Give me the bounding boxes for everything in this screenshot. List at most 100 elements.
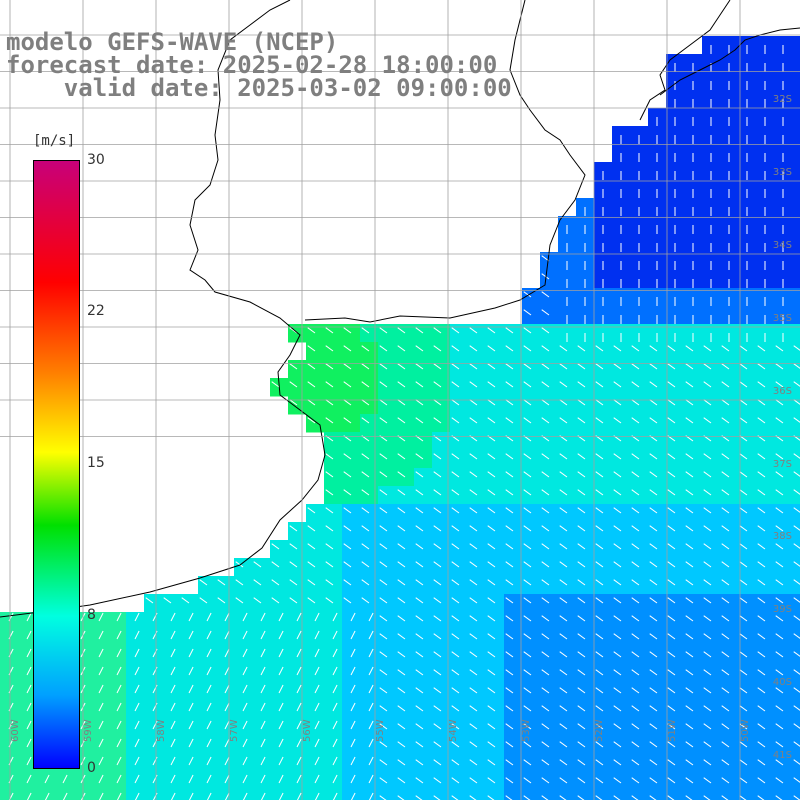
wind-arrow [469,507,478,514]
wind-cell [630,504,649,523]
wind-arrow [523,651,532,658]
wind-cell [18,774,37,793]
wind-cell [756,576,775,595]
wind-arrow [667,579,676,586]
wind-arrow [451,777,460,784]
wind-cell [792,108,800,127]
wind-arrow [739,561,748,568]
wind-arrow [451,471,460,478]
wind-cell [450,756,469,775]
wind-cell [576,342,595,361]
wind-cell [612,792,631,800]
wind-cell [756,504,775,523]
wind-arrow [739,759,748,766]
wind-arrow [649,633,658,640]
wind-cell [648,558,667,577]
wind-cell [558,702,577,721]
wind-cell [630,576,649,595]
wind-arrow [685,777,694,784]
wind-cell [162,792,181,800]
wind-arrow [595,561,604,568]
wind-arrow [595,489,604,496]
wind-cell [666,720,685,739]
wind-cell [774,594,793,613]
wind-arrow [433,759,442,766]
wind-cell [450,774,469,793]
wind-arrow [397,471,406,478]
wind-cell [468,450,487,469]
wind-cell [432,792,451,800]
wind-cell [576,378,595,397]
wind-arrow [793,795,800,800]
wind-cell [558,756,577,775]
wind-cell [558,414,577,433]
wind-arrow [613,417,622,424]
wind-cell [396,396,415,415]
wind-arrow [368,774,374,784]
lat-label: 39S [772,604,792,615]
wind-arrow [415,795,423,800]
wind-arrow [577,759,586,766]
wind-cell [540,396,559,415]
wind-cell [756,432,775,451]
colorbar-tick-15: 15 [87,455,105,471]
wind-cell [486,378,505,397]
wind-arrow [649,543,658,550]
wind-arrow [685,417,694,424]
wind-cell [756,414,775,433]
wind-arrow [703,525,712,532]
wind-arrow [703,741,712,748]
wind-arrow [541,309,550,316]
wind-cell [792,54,800,73]
wind-cell [414,540,433,559]
wind-arrow [595,777,604,784]
wind-cell [594,522,613,541]
wind-cell [342,468,361,487]
wind-cell [594,594,613,613]
wind-arrow [703,543,712,550]
wind-arrow [541,651,550,658]
wind-cell [144,720,163,739]
wind-arrow [307,525,316,532]
wind-cell [612,522,631,541]
wind-cell [792,180,800,199]
wind-arrow [451,363,460,370]
wind-arrow [649,597,658,604]
wind-arrow [224,612,230,622]
wind-arrow [685,723,694,730]
wind-cell [450,648,469,667]
wind-cell [234,684,253,703]
wind-arrow [368,648,374,658]
wind-cell [792,378,800,397]
wind-arrow [332,738,338,748]
wind-arrow [278,648,284,658]
wind-cell [234,558,253,577]
wind-cell [414,702,433,721]
wind-cell [144,702,163,721]
wind-cell [270,738,289,757]
wind-cell [360,594,379,613]
wind-cell [90,684,109,703]
wind-cell [468,702,487,721]
colorbar-tick-22: 22 [87,303,105,319]
wind-cell [720,396,739,415]
wind-cell [486,630,505,649]
wind-cell [198,612,217,631]
wind-arrow [415,417,424,424]
wind-arrow [415,597,424,604]
wind-arrow [451,723,460,730]
wind-arrow [559,579,568,586]
wind-cell [432,468,451,487]
wind-cell [612,360,631,379]
wind-cell [630,756,649,775]
wind-arrow [260,666,266,676]
wind-arrow [631,633,640,640]
wind-arrow [487,327,496,334]
wind-cell [594,342,613,361]
wind-cell [432,522,451,541]
wind-arrow [98,648,104,658]
wind-arrow [487,795,495,800]
wind-arrow [296,612,302,622]
wind-cell [648,576,667,595]
wind-arrow [631,363,640,370]
